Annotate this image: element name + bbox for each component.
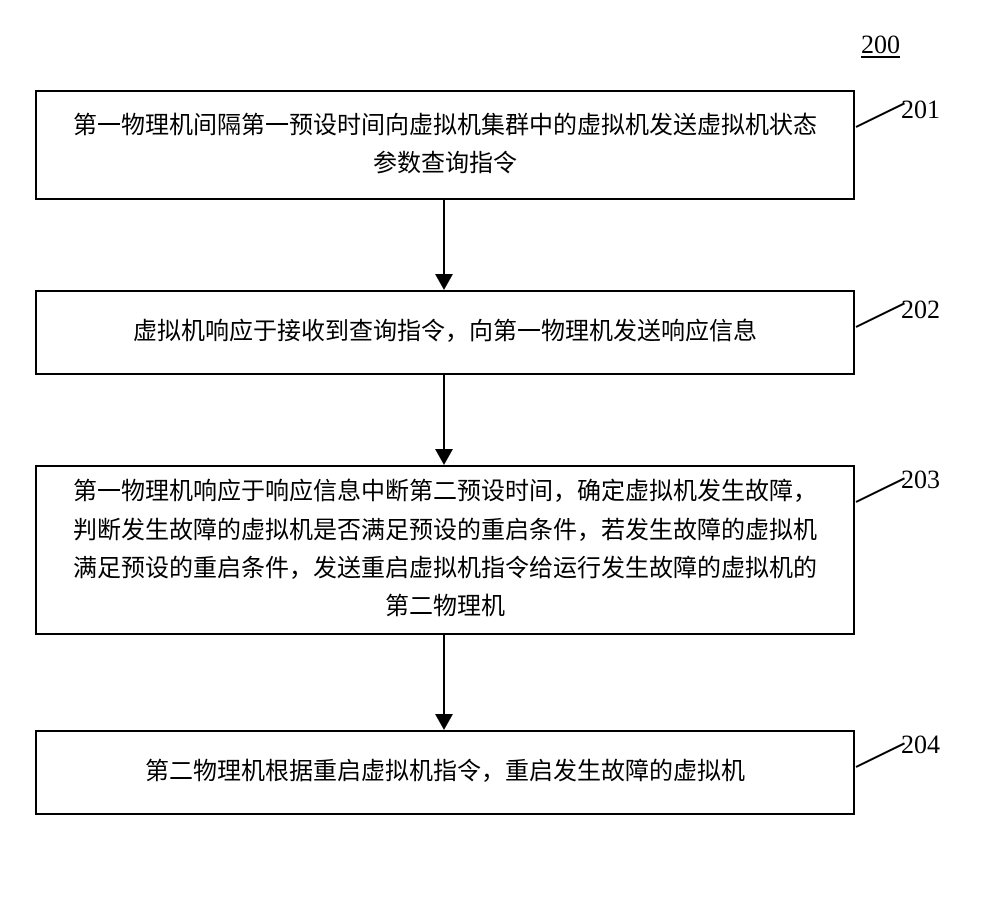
arrow-head-icon [435,274,453,290]
step-label-202: 202 [901,295,940,325]
flow-step-text: 第一物理机响应于响应信息中断第二预设时间，确定虚拟机发生故障，判断发生故障的虚拟… [67,473,823,627]
connector-line [443,635,445,714]
diagram-id: 200 [861,30,900,60]
arrow-head-icon [435,449,453,465]
connector-line [443,375,445,449]
flow-step-text: 虚拟机响应于接收到查询指令，向第一物理机发送响应信息 [133,313,757,351]
leader-line [856,302,905,327]
step-label-201: 201 [901,95,940,125]
flow-step-201: 第一物理机间隔第一预设时间向虚拟机集群中的虚拟机发送虚拟机状态参数查询指令 [35,90,855,200]
leader-line [856,477,905,502]
leader-line [856,742,905,767]
flow-step-204: 第二物理机根据重启虚拟机指令，重启发生故障的虚拟机 [35,730,855,815]
flow-step-text: 第一物理机间隔第一预设时间向虚拟机集群中的虚拟机发送虚拟机状态参数查询指令 [67,107,823,184]
flowchart-container: 200 第一物理机间隔第一预设时间向虚拟机集群中的虚拟机发送虚拟机状态参数查询指… [0,0,1000,911]
arrow-head-icon [435,714,453,730]
leader-line [856,102,905,127]
connector-line [443,200,445,274]
flow-step-202: 虚拟机响应于接收到查询指令，向第一物理机发送响应信息 [35,290,855,375]
step-label-204: 204 [901,730,940,760]
flow-step-203: 第一物理机响应于响应信息中断第二预设时间，确定虚拟机发生故障，判断发生故障的虚拟… [35,465,855,635]
step-label-203: 203 [901,465,940,495]
flow-step-text: 第二物理机根据重启虚拟机指令，重启发生故障的虚拟机 [145,753,745,791]
